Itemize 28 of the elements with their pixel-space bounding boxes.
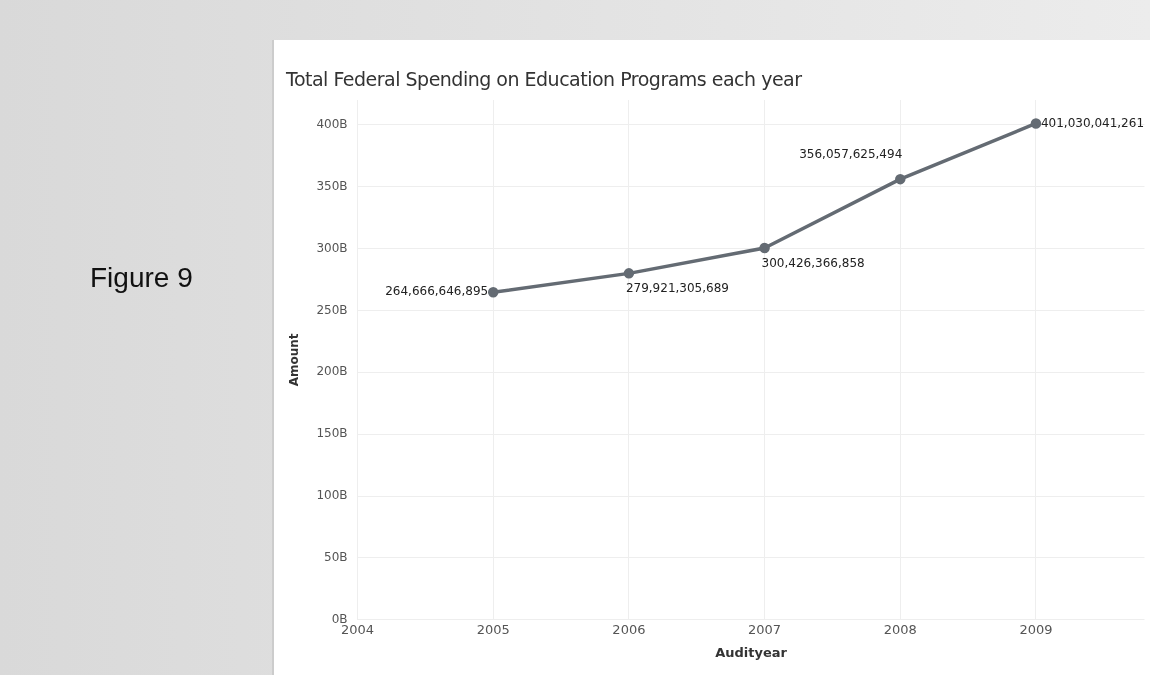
data-label: 356,057,625,494 [799,147,903,162]
point [759,242,770,254]
y-tick-label: 150B [316,426,348,441]
point [487,286,499,298]
y-tick-label: 0B [331,611,348,626]
data-label: 264,666,646,895 [385,284,489,299]
x-axis-title: Audityear [715,644,788,660]
y-tick-label: 50B [324,550,348,565]
y-tick-label: 200B [316,364,348,379]
y-tick-label: 350B [316,178,348,193]
y-axis-title: Amount [287,333,302,387]
caption: Figure 9 [90,262,193,294]
x-tick-label: 2009 [1019,621,1053,637]
x-tick-label: 2005 [476,621,510,637]
x-tick-label: 2006 [612,621,646,637]
point [895,173,906,185]
y-tick-label: 300B [316,240,348,255]
data-label: 401,030,041,261 [1040,115,1145,130]
y-tick-label: 100B [316,488,348,503]
y-tick-label: 400B [316,116,348,131]
x-tick-label: 2008 [883,621,917,637]
point [1030,118,1042,129]
x-tick-label: 2007 [748,621,782,637]
data-label: 300,426,366,858 [761,256,865,271]
data-label: 279,921,305,689 [625,281,729,296]
y-tick-label: 250B [316,302,348,317]
point [623,268,635,279]
chart-title: Total Federal Spending on Education Programs each year [286,68,802,90]
